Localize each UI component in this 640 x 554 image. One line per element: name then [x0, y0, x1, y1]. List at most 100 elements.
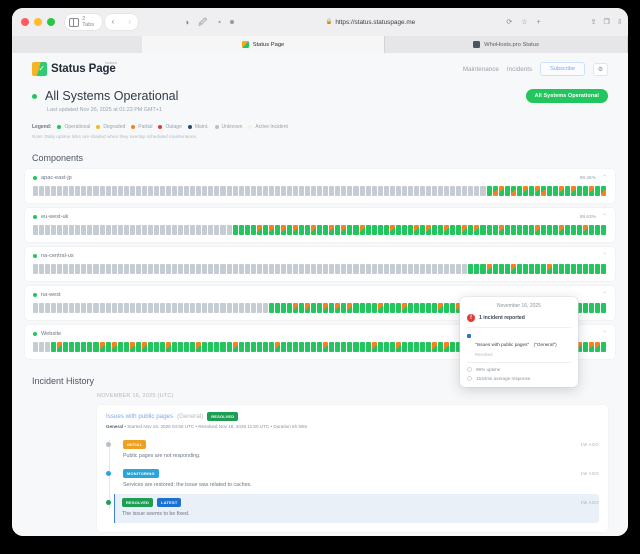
uptime-tick[interactable]	[69, 186, 75, 196]
uptime-tick[interactable]	[365, 264, 371, 274]
uptime-tick[interactable]	[317, 225, 323, 235]
uptime-tick[interactable]	[262, 264, 268, 274]
uptime-tick[interactable]	[63, 342, 69, 352]
uptime-tick[interactable]	[522, 225, 528, 235]
uptime-tick[interactable]	[111, 303, 117, 313]
uptime-tick[interactable]	[166, 186, 172, 196]
uptime-tick[interactable]	[401, 303, 407, 313]
uptime-tick[interactable]	[589, 303, 595, 313]
uptime-tick[interactable]	[51, 303, 57, 313]
uptime-tick[interactable]	[268, 264, 274, 274]
uptime-tick[interactable]	[99, 225, 105, 235]
uptime-tick[interactable]	[341, 264, 347, 274]
uptime-tick[interactable]	[105, 303, 111, 313]
uptime-tick[interactable]	[371, 186, 377, 196]
uptime-tick[interactable]	[274, 225, 280, 235]
uptime-tick[interactable]	[117, 225, 123, 235]
uptime-tick[interactable]	[129, 225, 135, 235]
chevron-left-icon[interactable]: ‹	[111, 17, 115, 26]
uptime-tick[interactable]	[93, 264, 99, 274]
uptime-tick[interactable]	[293, 342, 299, 352]
uptime-tick[interactable]	[226, 303, 232, 313]
uptime-tick[interactable]	[238, 264, 244, 274]
uptime-tick[interactable]	[190, 303, 196, 313]
uptime-tick[interactable]	[159, 303, 166, 313]
uptime-tick[interactable]	[111, 342, 117, 352]
uptime-tick[interactable]	[401, 264, 407, 274]
uptime-tick[interactable]	[87, 303, 93, 313]
uptime-tick[interactable]	[99, 264, 105, 274]
uptime-tick[interactable]	[117, 264, 123, 274]
uptime-tick[interactable]	[335, 303, 341, 313]
uptime-tick[interactable]	[256, 225, 262, 235]
uptime-tick[interactable]	[462, 225, 468, 235]
uptime-tick[interactable]	[407, 225, 413, 235]
uptime-tick[interactable]	[347, 264, 353, 274]
uptime-tick[interactable]	[583, 225, 589, 235]
uptime-tick[interactable]	[456, 303, 462, 313]
uptime-tick[interactable]	[420, 225, 426, 235]
uptime-tick[interactable]	[317, 264, 323, 274]
uptime-tick[interactable]	[135, 186, 141, 196]
tab-whohosts-status[interactable]: WhoHosts.pro Status	[385, 36, 628, 53]
plus-icon[interactable]: +	[536, 18, 541, 26]
uptime-tick[interactable]	[383, 186, 389, 196]
address-bar[interactable]: 🔒 https://status.statuspage.me	[240, 14, 500, 31]
uptime-tick[interactable]	[583, 342, 589, 352]
uptime-tick[interactable]	[432, 225, 438, 235]
uptime-tick[interactable]	[565, 264, 571, 274]
uptime-tick[interactable]	[299, 303, 305, 313]
uptime-tick[interactable]	[141, 342, 147, 352]
uptime-tick[interactable]	[274, 342, 280, 352]
uptime-tick[interactable]	[492, 225, 498, 235]
uptime-tick[interactable]	[540, 225, 546, 235]
uptime-tick[interactable]	[426, 303, 432, 313]
uptime-tick[interactable]	[311, 303, 317, 313]
uptime-tick[interactable]	[571, 264, 577, 274]
uptime-tick[interactable]	[129, 303, 135, 313]
uptime-tick[interactable]	[389, 303, 395, 313]
uptime-tick[interactable]	[522, 186, 528, 196]
uptime-tick[interactable]	[504, 225, 510, 235]
uptime-tick[interactable]	[468, 186, 474, 196]
uptime-tick[interactable]	[335, 225, 341, 235]
uptime-tick[interactable]	[553, 186, 559, 196]
uptime-tick[interactable]	[33, 264, 39, 274]
uptime-tick[interactable]	[63, 264, 69, 274]
uptime-tick[interactable]	[244, 264, 250, 274]
uptime-tick[interactable]	[123, 342, 129, 352]
uptime-tick[interactable]	[492, 264, 498, 274]
uptime-tick[interactable]	[595, 342, 601, 352]
uptime-tick[interactable]	[371, 225, 377, 235]
uptime-tick[interactable]	[311, 225, 317, 235]
uptime-tick[interactable]	[105, 186, 111, 196]
uptime-tick[interactable]	[510, 264, 516, 274]
uptime-tick[interactable]	[468, 264, 474, 274]
extension-icon[interactable]: 🖉	[198, 16, 208, 27]
uptime-tick[interactable]	[172, 264, 178, 274]
uptime-tick[interactable]	[135, 303, 141, 313]
uptime-tick[interactable]	[75, 186, 81, 196]
uptime-tick[interactable]	[534, 186, 540, 196]
privacy-icon[interactable]: ◔	[216, 16, 222, 27]
uptime-tick[interactable]	[577, 186, 583, 196]
uptime-tick[interactable]	[196, 342, 202, 352]
uptime-tick[interactable]	[516, 225, 522, 235]
uptime-tick[interactable]	[371, 264, 377, 274]
uptime-tick[interactable]	[220, 342, 226, 352]
uptime-tick[interactable]	[93, 342, 99, 352]
uptime-tick[interactable]	[214, 264, 220, 274]
uptime-tick[interactable]	[335, 264, 341, 274]
uptime-tick[interactable]	[220, 264, 226, 274]
uptime-tick[interactable]	[329, 264, 335, 274]
uptime-tick[interactable]	[69, 225, 75, 235]
uptime-tick[interactable]	[238, 225, 244, 235]
uptime-tick[interactable]	[407, 303, 413, 313]
uptime-tick[interactable]	[117, 186, 123, 196]
uptime-tick[interactable]	[141, 186, 147, 196]
uptime-tick[interactable]	[286, 225, 293, 235]
incident-title-link[interactable]: Issues with public pages	[106, 413, 174, 420]
uptime-tick[interactable]	[577, 342, 583, 352]
uptime-tick[interactable]	[401, 186, 407, 196]
uptime-tick[interactable]	[317, 342, 323, 352]
